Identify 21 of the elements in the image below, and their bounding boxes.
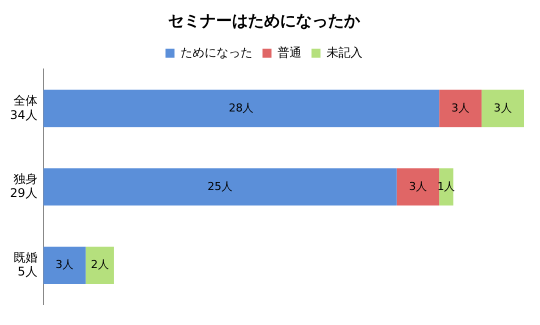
y-tick-label: 全体 34人 bbox=[10, 93, 38, 122]
bar bbox=[43, 246, 86, 284]
data-label: 28人 bbox=[228, 101, 254, 114]
bar bbox=[86, 246, 114, 284]
legend-label: ためになった bbox=[180, 45, 252, 60]
data-label: 3人 bbox=[408, 180, 427, 193]
bar bbox=[482, 90, 524, 128]
legend-label: 普通 bbox=[278, 45, 302, 60]
data-label: 3人 bbox=[451, 101, 470, 114]
bar bbox=[396, 168, 440, 206]
data-label: 2人 bbox=[90, 258, 109, 272]
bar bbox=[439, 90, 482, 128]
y-tick-label: 既婚 5人 bbox=[13, 250, 38, 279]
legend-label: 未記入 bbox=[326, 45, 362, 60]
y-tick-label: 独身 29人 bbox=[10, 172, 38, 200]
data-label: 25人 bbox=[208, 180, 233, 193]
bar bbox=[43, 90, 440, 128]
bar bbox=[43, 168, 397, 206]
data-label: 3人 bbox=[494, 101, 512, 114]
chart-title: セミナーはためになったか bbox=[168, 10, 361, 30]
data-label: 3人 bbox=[55, 258, 74, 272]
